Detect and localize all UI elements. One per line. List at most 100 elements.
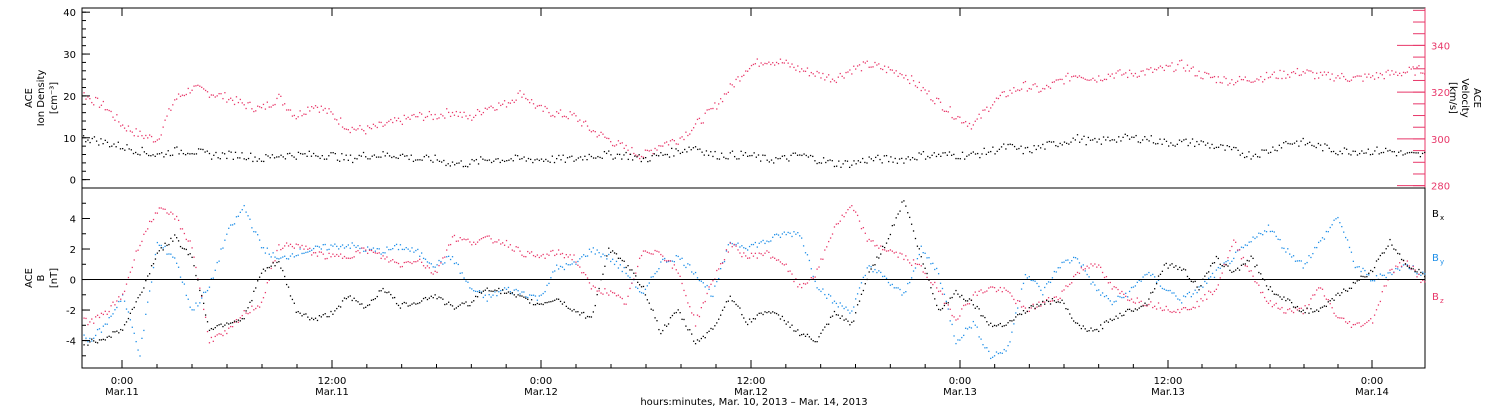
density-point (339, 160, 341, 162)
by-point (245, 211, 247, 213)
by-point (123, 300, 126, 302)
bx-point (260, 272, 263, 274)
bx-point (731, 300, 733, 302)
bx-point (98, 339, 101, 341)
bz-point (1227, 257, 1229, 259)
velocity-point (1177, 63, 1179, 66)
density-point (475, 158, 478, 161)
bz-point (606, 292, 608, 294)
velocity-point (496, 108, 498, 111)
bx-point (698, 340, 701, 342)
bx-point (835, 314, 838, 316)
density-point (1246, 156, 1248, 158)
bz-point (1132, 301, 1135, 303)
by-point (1317, 241, 1320, 244)
bz-point (801, 286, 803, 289)
density-point (564, 161, 567, 163)
density-point (996, 150, 998, 152)
bx-point (941, 307, 944, 310)
bz-point (1150, 301, 1152, 303)
bx-point (1071, 317, 1073, 319)
bx-point (774, 312, 776, 314)
velocity-point (87, 96, 89, 98)
bx-point (164, 242, 166, 244)
density-point (1256, 156, 1259, 158)
bx-point (465, 301, 467, 303)
velocity-point (1173, 70, 1175, 73)
bx-point (89, 341, 91, 343)
velocity-tick-label: 300 (1431, 135, 1450, 146)
velocity-point (353, 128, 355, 130)
bz-point (588, 282, 591, 284)
bx-point (212, 328, 214, 331)
bz-point (166, 212, 168, 214)
density-point (499, 161, 501, 164)
bz-point (96, 314, 99, 316)
bz-point (1169, 311, 1171, 313)
bz-point (1312, 294, 1314, 296)
velocity-point (1308, 70, 1310, 72)
by-point (646, 285, 648, 287)
by-point (941, 287, 944, 290)
bx-point (1352, 281, 1355, 284)
bx-point (594, 304, 596, 307)
bz-point (681, 282, 683, 285)
bz-point (469, 241, 471, 243)
velocity-point (521, 96, 523, 98)
velocity-point (347, 129, 349, 131)
velocity-point (972, 124, 974, 126)
bx-point (1144, 302, 1146, 304)
density-point (1272, 146, 1274, 148)
velocity-point (1017, 89, 1019, 91)
density-point (894, 157, 896, 160)
velocity-point (1271, 73, 1273, 76)
bz-point (864, 232, 866, 234)
bx-point (201, 294, 203, 297)
by-point (1194, 289, 1196, 291)
bz-point (648, 252, 650, 254)
by-point (953, 335, 955, 337)
velocity-point (455, 110, 458, 113)
by-point (774, 234, 776, 236)
bx-point (102, 338, 105, 341)
bx-point (882, 245, 884, 248)
density-point (284, 158, 287, 160)
velocity-point (1225, 77, 1227, 80)
velocity-point (638, 157, 641, 160)
velocity-point (368, 127, 371, 129)
bz-point (422, 265, 425, 267)
velocity-point (912, 80, 915, 82)
bx-point (253, 290, 255, 292)
bz-point (438, 264, 440, 267)
bx-point (395, 302, 398, 305)
bx-point (629, 269, 631, 271)
by-point (243, 204, 245, 207)
bz-point (760, 253, 762, 255)
bx-point (895, 217, 897, 219)
density-point (399, 154, 402, 156)
by-point (1138, 279, 1140, 282)
bz-point (951, 314, 953, 317)
by-point (914, 267, 917, 269)
bz-point (1113, 286, 1115, 288)
density-point (805, 154, 807, 157)
velocity-point (208, 96, 211, 98)
by-point (638, 291, 641, 293)
density-point (234, 151, 237, 154)
bz-point (1375, 309, 1378, 311)
bx-point (548, 301, 550, 303)
density-point (1087, 136, 1090, 139)
bz-point (893, 252, 895, 254)
bz-point (473, 241, 475, 243)
velocity-point (241, 102, 243, 104)
bx-point (1321, 306, 1324, 308)
by-point (779, 236, 782, 239)
velocity-point (417, 116, 419, 118)
bz-point (139, 244, 141, 247)
bx-point (1372, 270, 1374, 273)
velocity-point (1159, 65, 1162, 67)
velocity-point (1265, 71, 1268, 74)
bx-point (179, 245, 182, 248)
by-point (1117, 295, 1119, 297)
bx-point (174, 234, 176, 236)
